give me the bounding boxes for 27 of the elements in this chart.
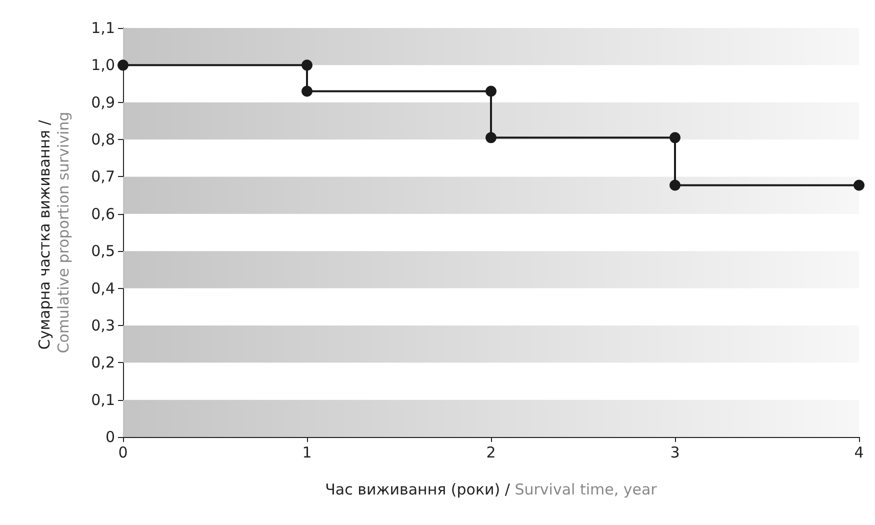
point [302,60,312,71]
y-tick-label: 0,4 [91,279,115,298]
y-tick-label: 0,3 [91,316,115,334]
y-tick-label: 0 [105,428,115,446]
y-tick-label: 0,6 [91,204,115,223]
x-tick-label: 3 [670,444,680,462]
point [302,86,312,97]
y-axis-title: Сумарна частка виживання / Comulative proportion surviving [36,112,72,354]
y-tick-label: 0,1 [91,390,115,409]
point [670,132,680,144]
point [486,86,496,97]
point [118,60,128,71]
x-tick-label: 2 [486,444,496,462]
y-tick-label: 0,5 [91,242,115,260]
y-tick-label: 0,7 [91,168,115,186]
point [486,132,496,144]
x-tick-label: 4 [854,444,864,462]
x-tick-label: 0 [118,444,128,462]
x-tick-label: 1 [302,444,312,462]
y-tick-label: 0,2 [91,354,115,372]
point [670,180,680,191]
y-tick-label: 0,9 [91,93,115,112]
y-tick-label: 1,0 [91,56,115,74]
x-axis-title: Час виживання (роки) / Survival time, year [325,480,658,498]
point [854,180,864,191]
y-tick-label: 1,1 [91,19,115,37]
y-tick-label: 0,8 [91,130,115,149]
